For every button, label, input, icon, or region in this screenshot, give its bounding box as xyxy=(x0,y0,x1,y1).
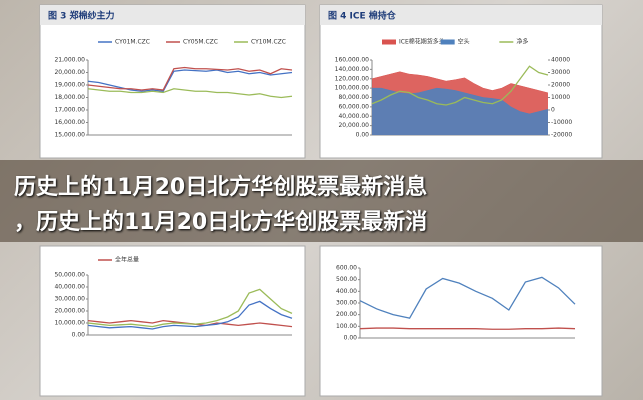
panel xyxy=(319,245,603,397)
y-tick-label: 0.00 xyxy=(72,332,86,339)
y-tick-label: 140,000.00 xyxy=(335,66,370,73)
legend-label: 空头 xyxy=(458,38,470,46)
y2-tick-label: -10000 xyxy=(551,119,572,126)
headline: 历史上的11月20日北方华创股票最新消息 xyxy=(14,175,428,200)
y-tick-label: 100,000.00 xyxy=(335,85,370,92)
series-line xyxy=(87,300,293,330)
y-tick-label: 17,000.00 xyxy=(54,107,85,114)
chart-title: 图 3 郑棉纱主力 xyxy=(48,10,115,22)
series-line xyxy=(359,276,576,319)
y-tick-label: 21,000.00 xyxy=(54,57,85,64)
y-tick-label: 80,000.00 xyxy=(338,94,369,101)
y-tick-label: 20,000.00 xyxy=(54,69,85,76)
y2-tick-label: 0 xyxy=(551,107,555,114)
series-line xyxy=(87,88,293,99)
y2-tick-label: 30000 xyxy=(551,69,570,76)
y-tick-label: 300.00 xyxy=(336,300,357,307)
y-tick-label: 15,000.00 xyxy=(54,132,85,139)
panel-header xyxy=(320,5,602,25)
y-tick-label: 40,000.00 xyxy=(54,284,85,291)
legend-label: 全年总量 xyxy=(115,256,139,264)
y-tick-label: 120,000.00 xyxy=(335,75,370,82)
legend-label: CY10M.CZC xyxy=(251,39,286,46)
series-line xyxy=(371,65,549,106)
y-tick-label: 60,000.00 xyxy=(338,103,369,110)
series-line xyxy=(371,71,549,94)
legend-label: ICE棉花期货多头 xyxy=(399,38,445,46)
y-tick-label: 40,000.00 xyxy=(338,113,369,120)
headline-band: 历史上的11月20日北方华创股票最新消息 ，历史上的11月20日北方华创股票最新… xyxy=(0,160,643,242)
y-tick-label: 500.00 xyxy=(336,276,357,283)
y2-tick-label: 40000 xyxy=(551,57,570,64)
series-line xyxy=(87,66,293,91)
y-tick-label: 160,000.00 xyxy=(335,57,370,64)
y2-tick-label: 20000 xyxy=(551,82,570,89)
legend-label: CY05M.CZC xyxy=(183,39,218,46)
legend-label: 净多 xyxy=(516,38,528,46)
series-line xyxy=(87,69,293,92)
y-tick-label: 18,000.00 xyxy=(54,94,85,101)
series-line xyxy=(359,327,576,330)
y2-tick-label: -20000 xyxy=(551,132,572,139)
series-line xyxy=(372,87,549,115)
y-tick-label: 0.00 xyxy=(356,132,370,139)
y-tick-label: 100.00 xyxy=(336,323,357,330)
y-tick-label: 50,000.00 xyxy=(54,272,85,279)
y2-tick-label: 10000 xyxy=(551,94,570,101)
headline: ，历史上的11月20日北方华创股票最新消 xyxy=(14,210,428,235)
y-tick-label: 10,000.00 xyxy=(54,320,85,327)
y-tick-label: 30,000.00 xyxy=(54,296,85,303)
area-fill xyxy=(372,88,548,135)
chart-title: 图 4 ICE 棉持仓 xyxy=(328,10,397,22)
panel xyxy=(39,4,306,159)
y-tick-label: 19,000.00 xyxy=(54,82,85,89)
y-tick-label: 0.00 xyxy=(344,335,358,342)
legend-label: CY01M.CZC xyxy=(115,39,150,46)
y-tick-label: 400.00 xyxy=(336,288,357,295)
y-tick-label: 200.00 xyxy=(336,311,357,318)
y-tick-label: 16,000.00 xyxy=(54,119,85,126)
y-tick-label: 20,000.00 xyxy=(54,308,85,315)
panel-header xyxy=(40,5,305,25)
series-line xyxy=(87,288,293,328)
y-tick-label: 600.00 xyxy=(336,265,357,272)
y-tick-label: 20,000.00 xyxy=(338,122,369,129)
